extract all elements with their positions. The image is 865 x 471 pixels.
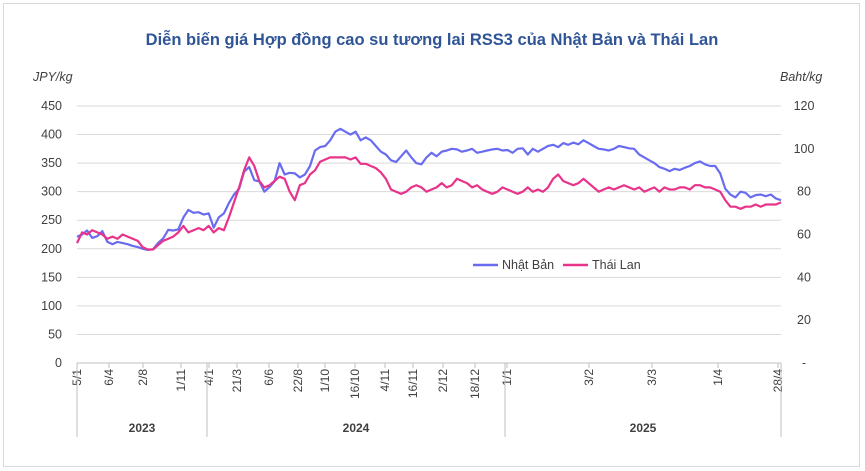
y-left-tick-label: 400 bbox=[41, 128, 62, 142]
y-left-ticks: 0 50 100 150 200 250 300 350 400 450 bbox=[41, 99, 62, 370]
year-label: 2024 bbox=[343, 421, 370, 435]
y-left-tick-label: 200 bbox=[41, 242, 62, 256]
x-tick-label: 1/10 bbox=[318, 369, 332, 393]
x-axis: 5/1 6/4 2/8 1/11 4/1 21/3 6/6 22/8 1/10 16/10 4/11… bbox=[70, 362, 785, 437]
x-tick-label: 16/11 bbox=[406, 369, 420, 398]
legend-label-japan: Nhật Bản bbox=[502, 258, 554, 272]
y-right-axis-label: Baht/kg bbox=[780, 70, 822, 84]
x-tick-label: 3/3 bbox=[645, 369, 659, 386]
x-tick-label: 2/12 bbox=[436, 369, 450, 393]
x-tick-label: 28/4 bbox=[771, 369, 785, 393]
y-right-tick-label: 80 bbox=[797, 185, 811, 199]
x-tick-label: 6/6 bbox=[262, 369, 276, 386]
x-tick-label: 21/3 bbox=[230, 369, 244, 393]
series-line-thailand bbox=[76, 156, 782, 251]
chart-title: Diễn biến giá Hợp đồng cao su tương lai … bbox=[146, 30, 719, 49]
x-tick-label: 16/10 bbox=[348, 369, 362, 399]
x-tick-label: 4/1 bbox=[202, 369, 216, 386]
x-tick-label: 1/4 bbox=[711, 369, 725, 386]
y-left-tick-label: 250 bbox=[41, 213, 62, 227]
y-right-ticks: - 20 40 60 80 100 120 bbox=[794, 99, 815, 370]
y-left-tick-label: 450 bbox=[41, 99, 62, 113]
legend: Nhật Bản Thái Lan bbox=[473, 258, 641, 272]
x-tick-label: 18/12 bbox=[468, 369, 482, 399]
y-left-axis-label: JPY/kg bbox=[32, 70, 73, 84]
legend-label-thailand: Thái Lan bbox=[592, 258, 641, 272]
y-left-tick-label: 50 bbox=[48, 327, 62, 341]
chart-frame bbox=[3, 3, 860, 467]
y-left-tick-label: 300 bbox=[41, 185, 62, 199]
x-tick-label: 22/8 bbox=[291, 369, 305, 393]
y-right-tick-label: - bbox=[802, 356, 806, 370]
series-lines bbox=[76, 127, 782, 251]
x-tick-label: 4/11 bbox=[378, 369, 392, 392]
y-left-tick-label: 350 bbox=[41, 156, 62, 170]
y-right-tick-label: 100 bbox=[794, 142, 815, 156]
y-left-tick-label: 0 bbox=[55, 356, 62, 370]
y-right-tick-label: 40 bbox=[797, 270, 811, 284]
y-right-tick-label: 120 bbox=[794, 99, 815, 113]
year-label: 2025 bbox=[630, 421, 657, 435]
x-tick-label: 1/1 bbox=[500, 369, 514, 386]
y-left-tick-label: 150 bbox=[41, 270, 62, 284]
series-line-japan bbox=[76, 127, 782, 251]
x-tick-label: 1/11 bbox=[174, 369, 188, 392]
x-tick-label: 2/8 bbox=[136, 369, 150, 386]
x-tick-label: 6/4 bbox=[102, 369, 116, 386]
y-left-tick-label: 100 bbox=[41, 299, 62, 313]
y-right-tick-label: 20 bbox=[797, 313, 811, 327]
year-label: 2023 bbox=[129, 421, 156, 435]
x-tick-label: 3/2 bbox=[582, 369, 596, 386]
y-right-tick-label: 60 bbox=[797, 228, 811, 242]
